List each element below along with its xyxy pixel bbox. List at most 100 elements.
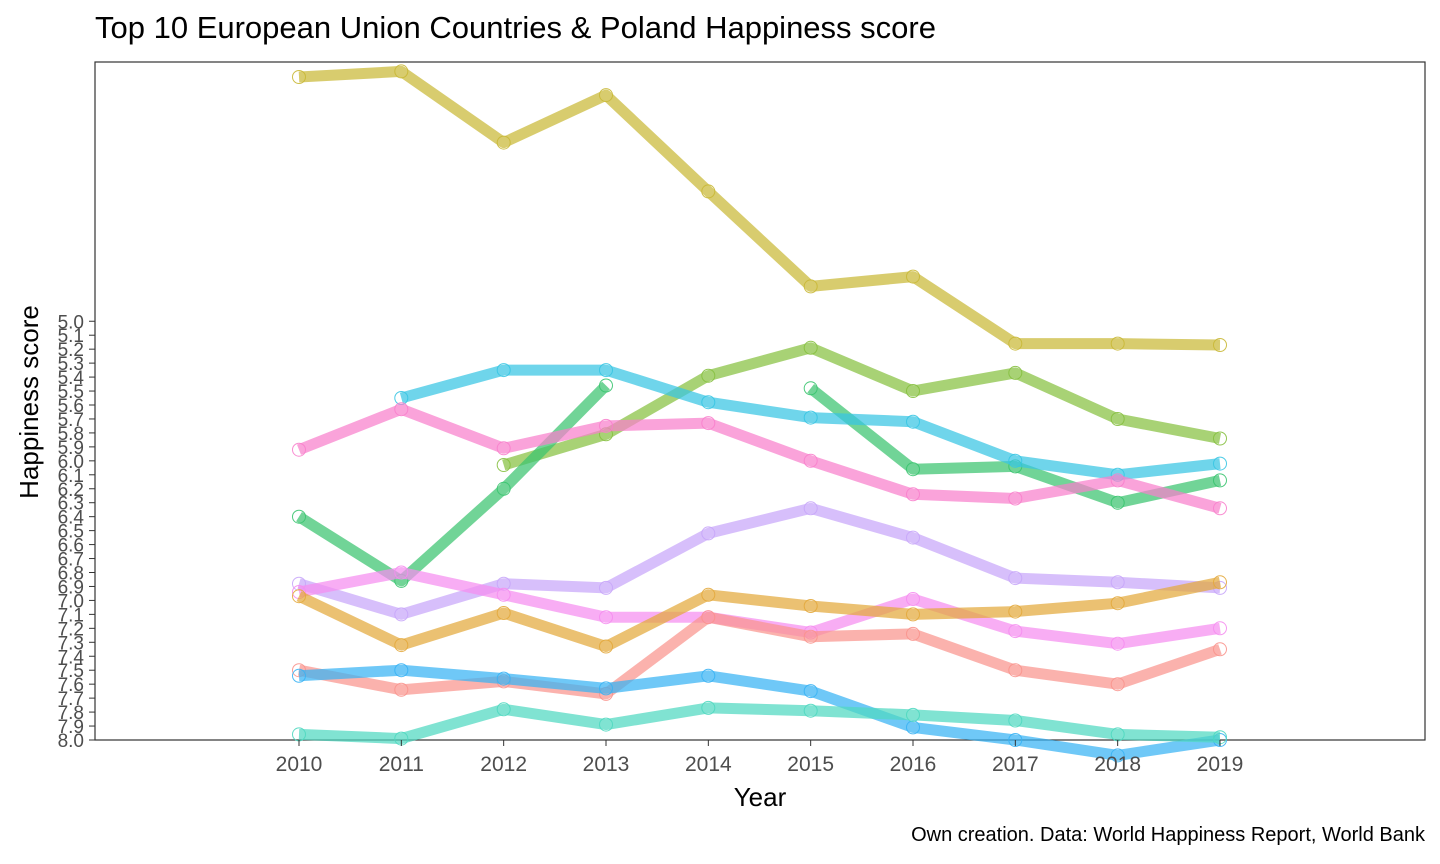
data-point	[906, 607, 920, 622]
data-point	[803, 501, 818, 516]
data-point	[906, 414, 920, 429]
y-tick-label: 5.7	[58, 410, 84, 431]
data-point	[599, 610, 613, 625]
data-point	[599, 580, 613, 595]
x-axis-ticks: 2010 2011 2012 2013 2014 2015 2016 2017 2018 2019	[276, 740, 1244, 776]
data-point	[1213, 456, 1227, 471]
y-tick-label: 7.4	[58, 647, 85, 668]
data-point	[1008, 624, 1023, 639]
data-point	[803, 703, 818, 718]
data-point	[701, 368, 716, 383]
data-point	[1110, 336, 1125, 351]
data-point	[599, 418, 613, 433]
data-point	[1213, 575, 1227, 590]
data-point	[906, 384, 920, 398]
data-point	[496, 458, 511, 472]
y-axis-title: Happiness score	[14, 305, 44, 499]
x-tick-label: 2012	[480, 753, 527, 776]
y-tick-label: 8.0	[58, 731, 84, 752]
data-point	[496, 441, 511, 456]
y-tick-label: 5.6	[58, 396, 84, 417]
x-tick-label: 2013	[583, 753, 630, 776]
data-point	[1008, 365, 1023, 380]
data-point	[1110, 473, 1125, 488]
series-line	[296, 403, 1222, 514]
data-point	[496, 135, 511, 150]
data-point	[701, 587, 716, 602]
data-point	[803, 340, 818, 355]
data-point	[906, 530, 920, 545]
series-5	[292, 402, 1227, 516]
data-point	[1213, 431, 1227, 446]
data-point	[292, 589, 306, 604]
y-tick-label: 6.2	[58, 480, 84, 501]
series-line	[297, 502, 1221, 620]
y-tick-label: 5.1	[58, 326, 84, 347]
data-point	[292, 668, 306, 683]
x-tick-label: 2017	[992, 753, 1039, 776]
x-tick-label: 2014	[685, 753, 732, 776]
x-tick-label: 2016	[890, 753, 937, 776]
y-tick-label: 7.6	[58, 675, 84, 696]
data-point	[1213, 501, 1227, 516]
series-line	[399, 364, 1221, 481]
data-point	[701, 700, 716, 715]
data-point	[1213, 642, 1227, 657]
data-point	[1110, 575, 1125, 590]
y-tick-label: 7.3	[58, 633, 84, 654]
data-point	[1008, 713, 1023, 728]
data-point	[1213, 338, 1227, 352]
data-point	[599, 363, 613, 378]
data-point	[394, 607, 409, 622]
chart-caption: Own creation. Data: World Happiness Repo…	[911, 824, 1425, 846]
data-point	[1008, 453, 1023, 468]
data-point	[496, 481, 511, 496]
y-tick-label: 6.1	[58, 466, 84, 487]
x-tick-label: 2015	[787, 753, 834, 776]
y-tick-label: 5.9	[58, 438, 84, 459]
data-point	[599, 88, 613, 103]
y-tick-label: 5.0	[58, 312, 84, 333]
data-point	[394, 402, 409, 417]
plot-border	[94, 61, 1426, 741]
x-tick-label: 2018	[1094, 753, 1141, 776]
y-tick-label: 6.4	[58, 508, 85, 529]
x-tick-label: 2010	[276, 753, 323, 776]
series-1	[292, 64, 1227, 352]
data-point	[1110, 636, 1125, 651]
data-point	[906, 269, 920, 284]
series-4	[394, 363, 1227, 482]
data-point	[394, 682, 409, 697]
plot-panel	[94, 61, 1426, 741]
y-tick-label: 5.3	[58, 354, 84, 375]
data-point	[1213, 473, 1227, 488]
x-tick-label: 2011	[379, 753, 424, 776]
data-point	[701, 668, 716, 683]
x-axis-title: Year	[734, 782, 787, 812]
data-point	[1008, 663, 1023, 678]
data-point	[1110, 495, 1125, 510]
data-point	[803, 381, 818, 396]
chart-title: Top 10 European Union Countries & Poland…	[95, 10, 936, 45]
data-point	[803, 684, 818, 699]
data-point	[292, 442, 306, 457]
data-point	[496, 606, 511, 620]
data-point	[496, 671, 511, 686]
y-tick-label: 5.8	[58, 424, 84, 445]
series-8	[292, 575, 1227, 654]
data-point	[701, 610, 716, 625]
y-tick-label: 6.9	[58, 577, 84, 598]
data-point	[1008, 571, 1023, 586]
data-point	[394, 565, 409, 580]
y-tick-label: 5.4	[58, 368, 85, 389]
y-tick-label: 7.9	[58, 717, 84, 738]
data-point	[1110, 748, 1125, 763]
data-point	[906, 626, 920, 641]
data-point	[1110, 412, 1125, 426]
series-line	[298, 65, 1221, 351]
x-tick-label: 2019	[1197, 753, 1244, 776]
y-tick-label: 6.0	[58, 452, 84, 473]
data-point	[599, 378, 613, 393]
data-point	[906, 487, 920, 502]
